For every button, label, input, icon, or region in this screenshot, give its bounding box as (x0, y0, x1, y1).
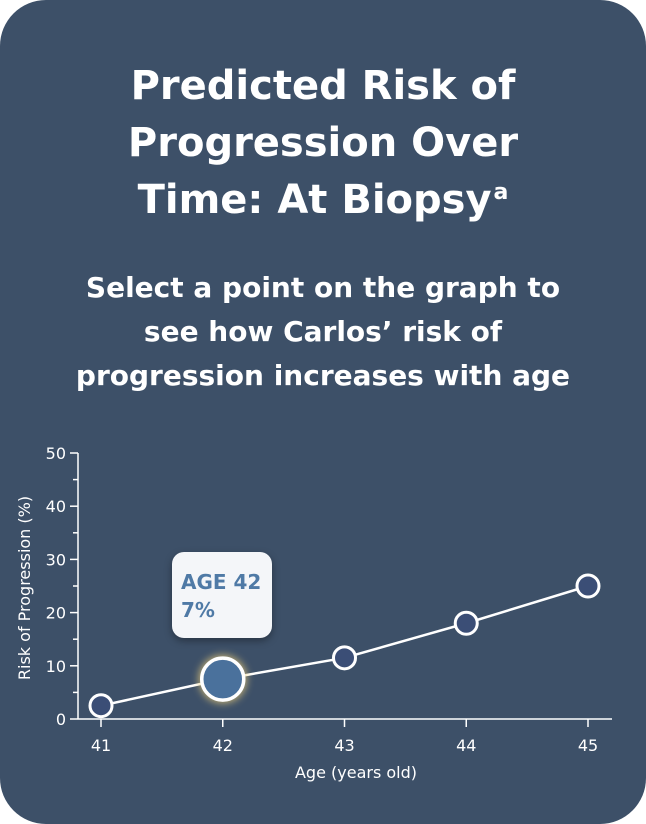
instruction-text: Select a point on the graph to see how C… (20, 266, 626, 398)
x-tick-label: 43 (334, 736, 354, 755)
title-footnote-marker: a (493, 179, 509, 205)
tooltip-age-label: AGE 42 (181, 570, 262, 594)
x-tick-label: 42 (213, 736, 233, 755)
x-tick-label: 41 (91, 736, 111, 755)
x-tick-label: 44 (456, 736, 476, 755)
data-point[interactable] (575, 573, 601, 599)
y-axis-title: Risk of Progression (%) (15, 496, 34, 680)
instruction-line-1: Select a point on the graph to (85, 271, 561, 304)
chart-title: Predicted Risk of Progression Over Time:… (0, 58, 646, 229)
data-point[interactable] (88, 693, 114, 719)
instruction-line-2: see how Carlos’ risk of (143, 315, 503, 348)
tooltip-risk-value: 7% (181, 598, 215, 622)
y-tick-label: 40 (46, 497, 66, 516)
x-axis-title: Age (years old) (295, 763, 417, 782)
y-tick-label: 10 (46, 657, 66, 676)
y-tick-label: 20 (46, 604, 66, 623)
x-tick-label: 45 (578, 736, 598, 755)
y-tick-label: 0 (56, 710, 66, 729)
chart-axes (77, 453, 612, 720)
y-tick-label: 50 (46, 444, 66, 463)
instruction-line-3: progression increases with age (75, 359, 571, 392)
title-line-2: Progression Over (127, 120, 519, 166)
y-tick-label: 30 (46, 550, 66, 569)
data-point-selected[interactable] (200, 656, 246, 702)
selected-point-tooltip: AGE 42 7% (172, 552, 272, 638)
data-point[interactable] (453, 610, 479, 636)
title-line-3: Time: At Biopsy (137, 177, 492, 223)
data-point[interactable] (332, 645, 357, 671)
title-line-1: Predicted Risk of (130, 63, 516, 109)
